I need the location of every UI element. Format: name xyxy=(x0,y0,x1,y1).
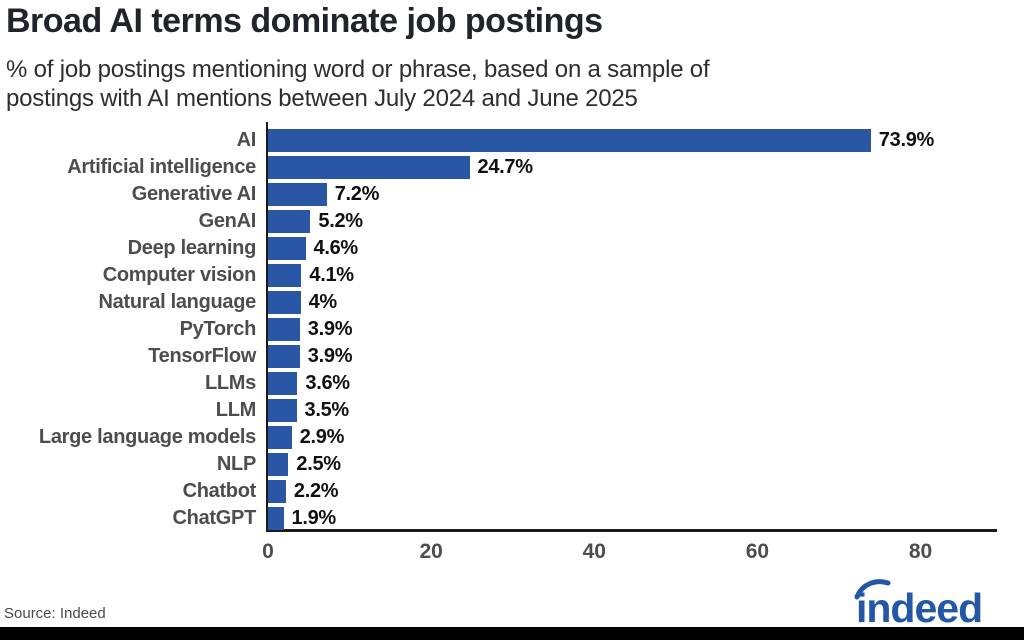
x-tick-label: 60 xyxy=(745,540,770,563)
bar xyxy=(268,210,311,233)
bar-row: LLM 3.5% xyxy=(0,397,1012,424)
category-label: GenAI xyxy=(198,210,257,232)
x-tick-label: 0 xyxy=(262,540,274,563)
value-label: 3.9% xyxy=(307,345,353,367)
category-label: PyTorch xyxy=(179,318,257,340)
x-axis-ticks: 0 20 40 60 80 xyxy=(0,540,1024,566)
bar-row: AI 73.9% xyxy=(0,127,1012,154)
value-label: 3.5% xyxy=(304,399,350,421)
bar xyxy=(268,480,286,503)
bar xyxy=(268,399,297,422)
bar-row: TensorFlow 3.9% xyxy=(0,343,1012,370)
category-label: Computer vision xyxy=(102,264,257,286)
bar xyxy=(268,264,302,287)
chart-subtitle-line2: postings with AI mentions between July 2… xyxy=(6,85,638,112)
bar-row: ChatGPT 1.9% xyxy=(0,505,1012,532)
category-label: Chatbot xyxy=(182,480,257,502)
bar-rows: AI 73.9% Artificial intelligence 24.7% G… xyxy=(0,127,1012,532)
source-note: Source: Indeed xyxy=(4,605,106,622)
value-label: 3.6% xyxy=(305,372,350,394)
bar-row: NLP 2.5% xyxy=(0,451,1012,478)
category-label: LLMs xyxy=(204,372,256,394)
bar-row: GenAI 5.2% xyxy=(0,208,1012,235)
bar-row: Large language models 2.9% xyxy=(0,424,1012,451)
bar-row: Deep learning 4.6% xyxy=(0,235,1012,262)
category-label: Large language models xyxy=(38,426,256,448)
category-label: Deep learning xyxy=(127,237,257,259)
x-axis-line xyxy=(266,529,997,532)
bar xyxy=(268,345,300,368)
bar xyxy=(268,291,301,314)
y-axis-line xyxy=(266,122,268,531)
value-label: 24.7% xyxy=(477,156,534,178)
chart-subtitle-line1: % of job postings mentioning word or phr… xyxy=(6,56,710,83)
x-tick-label: 80 xyxy=(908,540,933,563)
category-label: NLP xyxy=(216,453,256,475)
bar xyxy=(268,237,306,260)
bar xyxy=(268,372,298,395)
bar-row: Computer vision 4.1% xyxy=(0,262,1012,289)
value-label: 5.2% xyxy=(318,210,363,232)
bar-row: Artificial intelligence 24.7% xyxy=(0,154,1012,181)
value-label: 4.1% xyxy=(309,264,354,286)
bar xyxy=(268,426,292,449)
category-label: Generative AI xyxy=(131,183,257,205)
value-label: 2.9% xyxy=(299,426,345,448)
bar-row: PyTorch 3.9% xyxy=(0,316,1012,343)
bar xyxy=(268,183,327,206)
x-tick-label: 20 xyxy=(419,540,443,563)
value-label: 73.9% xyxy=(878,129,935,151)
bar xyxy=(268,507,284,530)
bar xyxy=(268,453,289,476)
category-label: Natural language xyxy=(98,291,257,313)
value-label: 4% xyxy=(308,291,338,313)
category-label: TensorFlow xyxy=(148,345,256,367)
chart-title: Broad AI terms dominate job postings xyxy=(6,2,603,40)
value-label: 2.2% xyxy=(293,480,339,502)
value-label: 4.6% xyxy=(313,237,359,259)
bar-row: Chatbot 2.2% xyxy=(0,478,1012,505)
category-label: Artificial intelligence xyxy=(67,156,256,178)
value-label: 2.5% xyxy=(296,453,341,475)
value-label: 1.9% xyxy=(291,507,337,529)
indeed-logo-swoosh xyxy=(854,579,891,600)
bar xyxy=(268,156,470,179)
indeed-logo-text: indeed xyxy=(856,585,982,630)
category-label: AI xyxy=(236,129,257,151)
category-label: LLM xyxy=(215,399,257,421)
value-label: 7.2% xyxy=(334,183,380,205)
bar xyxy=(268,129,871,152)
bar xyxy=(268,318,300,341)
bar-row: Natural language 4% xyxy=(0,289,1012,316)
x-tick-label: 40 xyxy=(582,540,606,563)
indeed-logo: indeed xyxy=(854,579,983,630)
bar-row: LLMs 3.6% xyxy=(0,370,1012,397)
bottom-black-bar xyxy=(0,627,1024,640)
bar-row: Generative AI 7.2% xyxy=(0,181,1012,208)
value-label: 3.9% xyxy=(307,318,353,340)
category-label: ChatGPT xyxy=(172,507,257,529)
